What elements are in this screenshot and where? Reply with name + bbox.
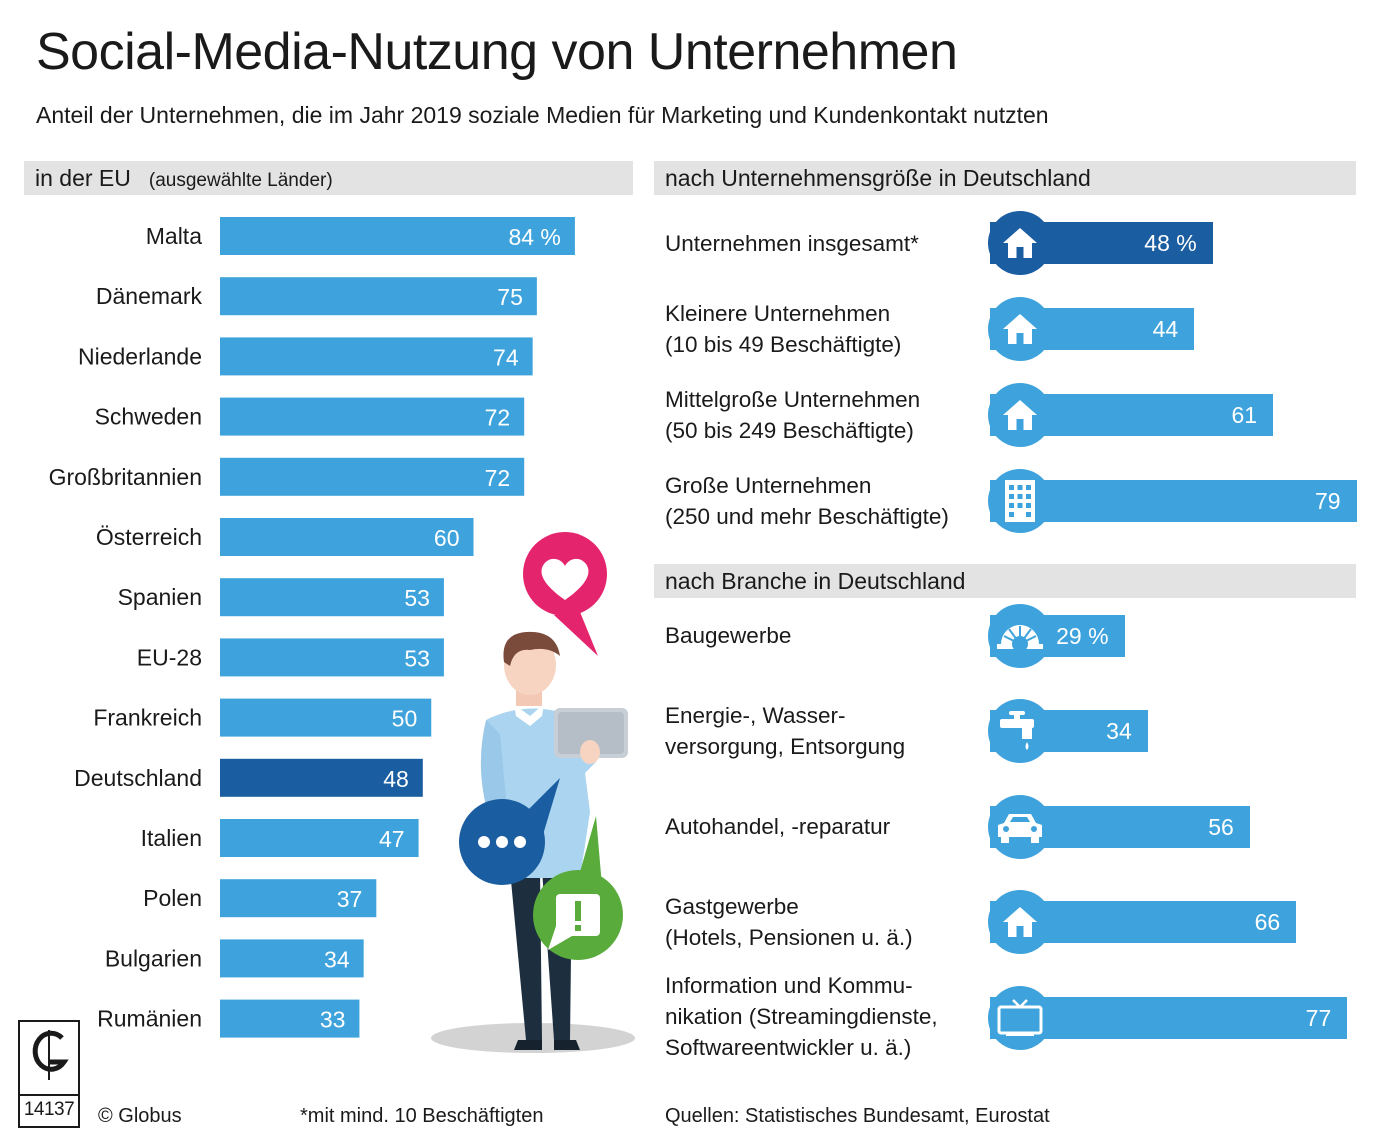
globus-logo: 14137	[18, 1020, 80, 1128]
house-icon	[988, 890, 1052, 954]
bar	[220, 217, 575, 255]
data-label: 48 %	[1144, 230, 1197, 256]
category-label: (50 bis 249 Beschäftigte)	[665, 418, 914, 443]
category-label: Frankreich	[93, 705, 202, 731]
category-label: Kleinere Unternehmen	[665, 301, 891, 326]
bar	[220, 578, 444, 617]
data-label: 79	[1314, 488, 1341, 514]
data-label: 60	[434, 525, 460, 551]
section-header-branch: nach Branche in Deutschland	[654, 564, 1356, 598]
section-header-eu: in der EU (ausgewählte Länder)	[24, 161, 633, 195]
car-icon	[988, 795, 1052, 859]
data-label: 66	[1254, 909, 1281, 935]
data-label: 34	[324, 946, 350, 972]
category-label: Energie-, Wasser-	[665, 703, 846, 728]
category-label: Bulgarien	[105, 945, 202, 971]
eu-bar-chart: Malta 84 % Dänemark 75 Niederlande 74 Schweden…	[49, 217, 575, 1038]
footer-footnote: *mit mind. 10 Beschäftigten	[300, 1105, 544, 1127]
data-label: 56	[1208, 814, 1234, 840]
category-label: versorgung, Entsorgung	[665, 734, 906, 759]
category-label: Schweden	[95, 404, 202, 430]
section-header-size: nach Unternehmensgröße in Deutschland	[654, 161, 1356, 195]
category-label: Spanien	[118, 584, 202, 610]
category-label: EU-28	[137, 644, 202, 670]
water-tap-icon	[988, 699, 1052, 763]
category-label: Mittelgroße Unternehmen	[665, 387, 921, 412]
data-label: 47	[379, 826, 405, 852]
office-building-icon	[988, 469, 1052, 533]
data-label: 72	[485, 465, 511, 491]
bar	[220, 819, 419, 857]
data-label: 77	[1305, 1005, 1332, 1031]
bar	[220, 337, 533, 376]
category-label: Rumänien	[97, 1006, 202, 1032]
category-label: Information und Kommu-	[665, 973, 913, 998]
section-title-size: nach Unternehmensgröße in Deutschland	[665, 165, 1091, 191]
data-label: 84 %	[508, 224, 560, 250]
data-label: 34	[1106, 718, 1132, 744]
category-label: Baugewerbe	[665, 623, 792, 648]
footer-sources: Quellen: Statistisches Bundesamt, Eurost…	[665, 1105, 1050, 1127]
data-label: 50	[392, 706, 418, 732]
heart-bubble-icon	[523, 532, 607, 656]
category-label: (10 bis 49 Beschäftigte)	[665, 332, 902, 357]
data-label: 29 %	[1056, 623, 1109, 649]
section-title-branch: nach Branche in Deutschland	[665, 568, 966, 594]
bar	[220, 999, 360, 1038]
data-label: 44	[1152, 316, 1179, 342]
hard-hat-icon	[988, 604, 1052, 668]
data-label: 37	[337, 886, 363, 912]
logo-code: 14137	[20, 1094, 78, 1126]
bar	[220, 698, 432, 737]
category-label: Italien	[141, 825, 202, 851]
category-label: Gastgewerbe	[665, 894, 799, 919]
category-label: nikation (Streamingdienste,	[665, 1004, 938, 1029]
bar	[220, 638, 444, 677]
bar	[220, 397, 525, 436]
category-label: (Hotels, Pensionen u. ä.)	[665, 925, 913, 950]
chart-subtitle: Anteil der Unternehmen, die im Jahr 2019…	[36, 102, 1049, 128]
footer-credit: © Globus	[98, 1105, 182, 1127]
category-label: Deutschland	[74, 765, 202, 791]
data-label: 74	[493, 344, 519, 370]
data-label: 53	[404, 585, 430, 611]
category-label: Autohandel, -reparatur	[665, 814, 891, 839]
house-icon	[988, 383, 1052, 447]
category-label: Softwareentwickler u. ä.)	[665, 1035, 912, 1060]
bar	[220, 879, 377, 918]
data-label: 48	[383, 766, 409, 792]
category-label: Unternehmen insgesamt*	[665, 231, 919, 256]
chat-ellipsis-icon	[459, 778, 560, 885]
alert-bubble-icon	[533, 816, 623, 960]
data-label: 33	[320, 1007, 346, 1033]
tv-icon	[988, 986, 1052, 1050]
category-label: Malta	[146, 223, 202, 249]
bar	[220, 758, 423, 797]
house-icon	[988, 297, 1052, 361]
category-label: Großbritannien	[49, 464, 202, 490]
section-title-eu: in der EU	[35, 165, 131, 191]
category-label: Österreich	[96, 524, 202, 550]
person-illustration	[431, 532, 635, 1053]
chart-title: Social-Media-Nutzung von Unternehmen	[36, 23, 958, 81]
data-label: 53	[404, 645, 430, 671]
category-label: Polen	[143, 885, 202, 911]
category-label: (250 und mehr Beschäftigte)	[665, 504, 949, 529]
globus-g-icon	[32, 1030, 69, 1080]
house-icon	[988, 211, 1052, 275]
category-label: Niederlande	[78, 343, 202, 369]
category-label: Große Unternehmen	[665, 473, 872, 498]
bar	[220, 518, 474, 556]
bar	[220, 277, 537, 316]
data-label: 75	[497, 284, 523, 310]
data-label: 72	[485, 405, 511, 431]
data-label: 61	[1231, 402, 1258, 428]
category-label: Dänemark	[96, 283, 203, 309]
bar	[220, 457, 525, 496]
bar	[220, 939, 364, 978]
section-note-eu: (ausgewählte Länder)	[148, 170, 333, 191]
